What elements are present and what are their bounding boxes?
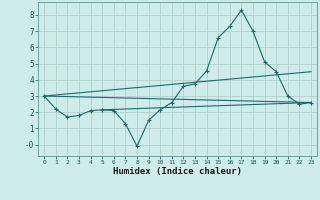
X-axis label: Humidex (Indice chaleur): Humidex (Indice chaleur) [113,167,242,176]
